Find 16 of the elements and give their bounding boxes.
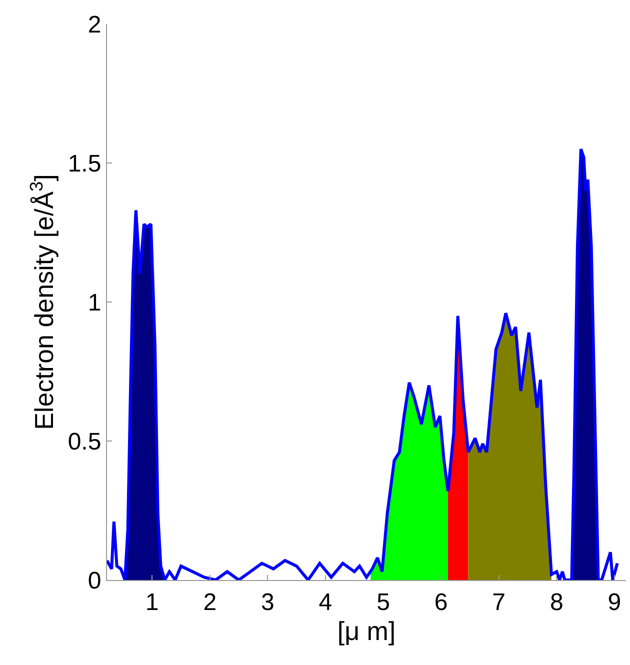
x-tick-label: 8 [550, 588, 564, 616]
x-tick-label: 9 [608, 588, 622, 616]
y-tick-label: 1 [88, 289, 102, 316]
x-tick-label: 2 [203, 588, 217, 616]
y-tick-label: 0 [88, 567, 102, 594]
x-tick-label: 6 [434, 588, 448, 616]
y-tick-label: 1.5 [68, 150, 102, 178]
y-tick-label: 0.5 [68, 428, 102, 456]
x-axis-title: [μ m] [337, 616, 396, 646]
y-tick-label: 2 [88, 11, 102, 38]
x-tick-label: 7 [492, 588, 506, 616]
x-tick-label: 5 [376, 588, 390, 616]
x-tick-label: 1 [145, 588, 159, 616]
line-series [107, 148, 619, 580]
x-tick-label: 3 [260, 588, 274, 616]
x-tick-label: 4 [318, 588, 332, 616]
